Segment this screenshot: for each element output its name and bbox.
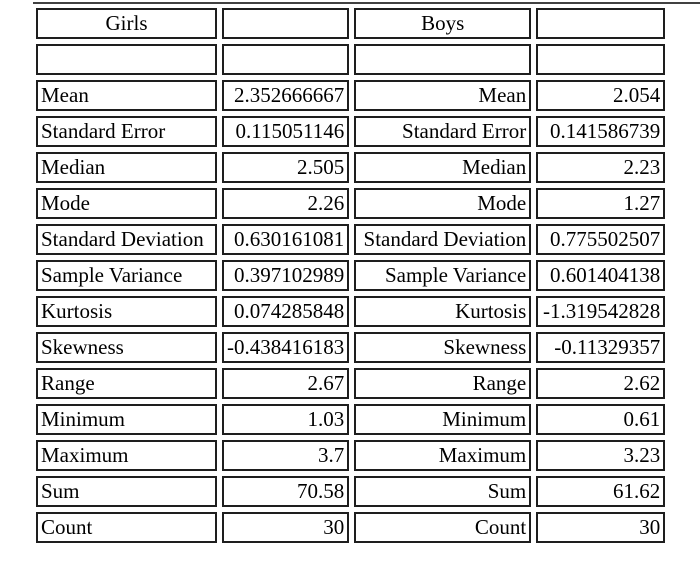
girls-stat-value: 2.505 [222, 152, 350, 183]
girls-stat-label: Maximum [36, 440, 217, 471]
table-row-standard-error: Standard Error 0.115051146 Standard Erro… [36, 116, 666, 147]
girls-stat-label: Standard Deviation [36, 224, 217, 255]
boys-stat-label: Maximum [354, 440, 532, 471]
girls-stat-label: Sample Variance [36, 260, 217, 291]
boys-stat-label: Kurtosis [354, 296, 532, 327]
boys-stat-value: 3.23 [536, 440, 666, 471]
empty-cell [354, 44, 532, 75]
table-row-empty [36, 44, 666, 75]
girls-stat-label: Skewness [36, 332, 217, 363]
girls-stat-value: 2.352666667 [222, 80, 350, 111]
girls-stat-value: 0.397102989 [222, 260, 350, 291]
descriptive-statistics-table: Girls Boys Mean 2.352666667 Mean 2.054 S… [31, 3, 670, 548]
boys-stat-value: 1.27 [536, 188, 666, 219]
girls-stat-value: 2.26 [222, 188, 350, 219]
boys-stat-label: Standard Error [354, 116, 532, 147]
boys-stat-value: 0.141586739 [536, 116, 666, 147]
table-row-minimum: Minimum 1.03 Minimum 0.61 [36, 404, 666, 435]
boys-stat-label: Minimum [354, 404, 532, 435]
boys-stat-value: -1.319542828 [536, 296, 666, 327]
boys-stat-value: 0.601404138 [536, 260, 666, 291]
header-cell-girls-value-empty [222, 8, 350, 39]
table-row-skewness: Skewness -0.438416183 Skewness -0.113293… [36, 332, 666, 363]
table-row-maximum: Maximum 3.7 Maximum 3.23 [36, 440, 666, 471]
table-row-kurtosis: Kurtosis 0.074285848 Kurtosis -1.3195428… [36, 296, 666, 327]
girls-stat-value: 0.630161081 [222, 224, 350, 255]
girls-stat-label: Minimum [36, 404, 217, 435]
boys-stat-value: 30 [536, 512, 666, 543]
table-row-standard-deviation: Standard Deviation 0.630161081 Standard … [36, 224, 666, 255]
boys-stat-value: -0.11329357 [536, 332, 666, 363]
top-divider-line [33, 2, 700, 4]
boys-stat-label: Sum [354, 476, 532, 507]
boys-stat-value: 0.61 [536, 404, 666, 435]
girls-stat-label: Count [36, 512, 217, 543]
boys-stat-value: 2.62 [536, 368, 666, 399]
header-cell-girls: Girls [36, 8, 217, 39]
table-header-row: Girls Boys [36, 8, 666, 39]
boys-stat-label: Count [354, 512, 532, 543]
girls-stat-value: -0.438416183 [222, 332, 350, 363]
girls-stat-value: 3.7 [222, 440, 350, 471]
girls-stat-label: Mean [36, 80, 217, 111]
boys-stat-label: Skewness [354, 332, 532, 363]
table-row-median: Median 2.505 Median 2.23 [36, 152, 666, 183]
girls-stat-label: Sum [36, 476, 217, 507]
girls-stat-label: Mode [36, 188, 217, 219]
boys-stat-value: 61.62 [536, 476, 666, 507]
boys-stat-label: Range [354, 368, 532, 399]
boys-stat-label: Mean [354, 80, 532, 111]
boys-stat-value: 2.23 [536, 152, 666, 183]
table-row-mode: Mode 2.26 Mode 1.27 [36, 188, 666, 219]
girls-stat-value: 1.03 [222, 404, 350, 435]
table-row-range: Range 2.67 Range 2.62 [36, 368, 666, 399]
table-row-count: Count 30 Count 30 [36, 512, 666, 543]
boys-stat-label: Sample Variance [354, 260, 532, 291]
table-row-sum: Sum 70.58 Sum 61.62 [36, 476, 666, 507]
boys-stat-value: 0.775502507 [536, 224, 666, 255]
girls-stat-value: 0.115051146 [222, 116, 350, 147]
table-row-sample-variance: Sample Variance 0.397102989 Sample Varia… [36, 260, 666, 291]
girls-stat-label: Standard Error [36, 116, 217, 147]
empty-cell [36, 44, 217, 75]
girls-stat-label: Median [36, 152, 217, 183]
girls-stat-value: 30 [222, 512, 350, 543]
empty-cell [222, 44, 350, 75]
boys-stat-label: Median [354, 152, 532, 183]
girls-stat-value: 2.67 [222, 368, 350, 399]
girls-stat-label: Kurtosis [36, 296, 217, 327]
boys-stat-value: 2.054 [536, 80, 666, 111]
empty-cell [536, 44, 666, 75]
header-cell-boys-value-empty [536, 8, 666, 39]
boys-stat-label: Mode [354, 188, 532, 219]
table-row-mean: Mean 2.352666667 Mean 2.054 [36, 80, 666, 111]
girls-stat-label: Range [36, 368, 217, 399]
girls-stat-value: 0.074285848 [222, 296, 350, 327]
boys-stat-label: Standard Deviation [354, 224, 532, 255]
header-cell-boys: Boys [354, 8, 532, 39]
girls-stat-value: 70.58 [222, 476, 350, 507]
